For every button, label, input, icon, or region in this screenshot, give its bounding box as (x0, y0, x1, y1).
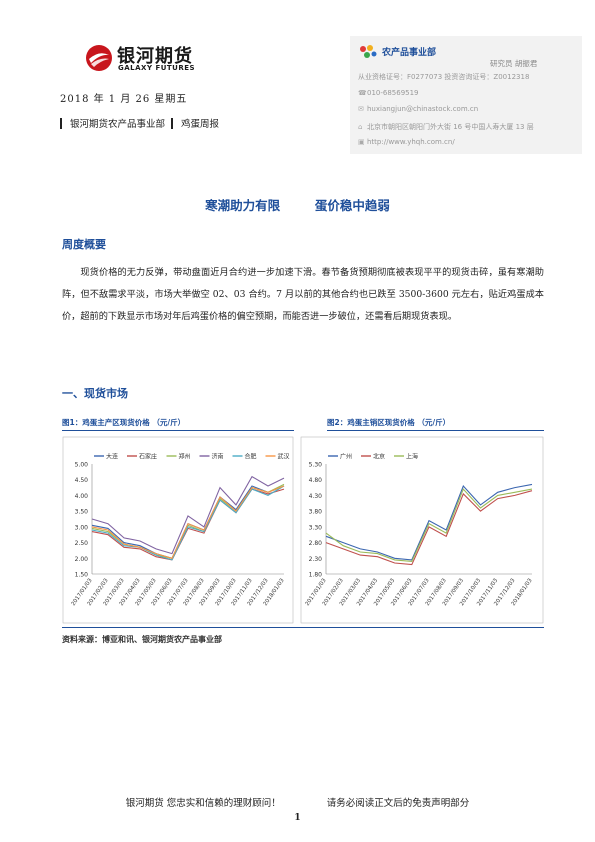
y-tick-label: 3.30 (309, 524, 323, 531)
page-number: 1 (294, 813, 301, 823)
y-tick-label: 4.80 (309, 477, 323, 484)
series-line (325, 483, 533, 561)
legend-label: 大连 (106, 453, 118, 461)
divider-bar (171, 117, 174, 129)
figure1-rule (62, 430, 294, 432)
data-source: 资料来源：博亚和讯、银河期货农产品事业部 (62, 634, 222, 644)
legend-label: 合肥 (245, 453, 257, 461)
series-line (91, 485, 285, 559)
legend-label: 武汉 (278, 453, 290, 461)
phone-icon: ☎ (358, 89, 367, 97)
footer-slogan: 银河期货 您忠实和信赖的理财顾问！ (125, 798, 281, 809)
legend-label: 石家庄 (139, 453, 157, 461)
y-tick-label: 5.30 (309, 462, 323, 469)
y-tick-label: 3.80 (309, 509, 323, 516)
page-footer: 银河期货 您忠实和信赖的理财顾问！ 请务必阅读正文后的免责声明部分 (0, 795, 595, 809)
license-numbers: 从业资格证号：F0277073 投资咨询证号：Z0012318 (358, 73, 530, 81)
website-row: ▣ http://www.yhqh.com.cn/ (358, 138, 455, 146)
legend-label: 广州 (340, 453, 352, 461)
y-tick-label: 1.80 (309, 572, 323, 579)
analyst-name: 研究员 胡振君 (490, 59, 538, 68)
web-icon: ▣ (358, 138, 365, 146)
phone-number: 010-68569519 (367, 89, 419, 97)
report-date: 2018 年 1 月 26 星期五 (60, 94, 188, 105)
legend-label: 济南 (212, 453, 224, 461)
series-line (325, 488, 533, 562)
department-line: 银河期货农产品事业部 鸡蛋周报 (60, 116, 219, 130)
spot-market-heading: 一、现货市场 (62, 387, 128, 400)
y-tick-label: 3.00 (75, 524, 89, 531)
y-tick-label: 5.00 (75, 462, 89, 469)
report-type: 鸡蛋周报 (181, 119, 220, 130)
series-line (91, 485, 285, 561)
email-address[interactable]: huxiangjun@chinastock.com.cn (367, 105, 479, 113)
weekly-summary-text: 现货价格的无力反弹，带动盘面近月合约进一步加速下滑。春节备货预期彻底被表现平平的… (62, 267, 544, 322)
legend-label: 上海 (406, 453, 418, 461)
series-line (325, 490, 533, 566)
y-tick-label: 2.80 (309, 540, 323, 547)
address-icon: ⌂ (358, 123, 363, 131)
report-title: 寒潮助力有限 蛋价稳中趋弱 (205, 198, 390, 213)
figure1-caption: 图1：鸡蛋主产区现货价格 （元/斤） (62, 418, 186, 427)
email-row: ✉ huxiangjun@chinastock.com.cn (358, 105, 478, 113)
y-tick-label: 4.50 (75, 477, 89, 484)
office-address: 北京市朝阳区朝阳门外大街 16 号中国人寿大厦 13 层 (367, 123, 534, 131)
source-rule (62, 627, 544, 628)
y-tick-label: 1.50 (75, 572, 89, 579)
weekly-summary-heading: 周度概要 (62, 238, 106, 251)
contact-box: 农产品事业部 研究员 胡振君 从业资格证号：F0277073 投资咨询证号：Z0… (350, 36, 582, 154)
y-tick-label: 3.50 (75, 509, 89, 516)
legend-label: 郑州 (179, 453, 191, 461)
divider-bar (60, 117, 62, 129)
y-tick-label: 2.50 (75, 540, 89, 547)
department-name: 银河期货农产品事业部 (70, 119, 166, 130)
footer-disclaimer-note: 请务必阅读正文后的免责声明部分 (326, 798, 470, 809)
phone-row: ☎010-68569519 (358, 89, 419, 97)
series-line (91, 475, 285, 555)
website-link[interactable]: http://www.yhqh.com.cn/ (367, 138, 455, 146)
galaxy-futures-logo: 银河期货 GALAXY FUTURES (85, 42, 225, 72)
logo-chinese-text: 银河期货 (117, 46, 193, 67)
address-row: ⌂ 北京市朝阳区朝阳门外大街 16 号中国人寿大厦 13 层 (358, 122, 534, 132)
y-tick-label: 2.30 (309, 556, 323, 563)
chart-frame (300, 436, 544, 624)
y-tick-label: 4.00 (75, 493, 89, 500)
logo-english-text: GALAXY FUTURES (118, 64, 196, 72)
galaxy-logo-icon (86, 45, 112, 71)
email-icon: ✉ (358, 105, 364, 113)
agri-dept-logo-icon (360, 45, 377, 58)
legend-label: 北京 (373, 453, 385, 461)
agri-dept-name: 农产品事业部 (382, 48, 437, 58)
y-tick-label: 4.30 (309, 493, 323, 500)
figure2-chart: 5.304.804.303.803.302.802.301.802017/01/… (300, 436, 544, 624)
figure2-caption: 图2：鸡蛋主销区现货价格 （元/斤） (327, 418, 451, 427)
figure1-chart: 5.004.504.003.503.002.502.001.502017/01/… (62, 436, 294, 624)
figure2-rule (327, 430, 544, 432)
y-tick-label: 2.00 (75, 556, 89, 563)
